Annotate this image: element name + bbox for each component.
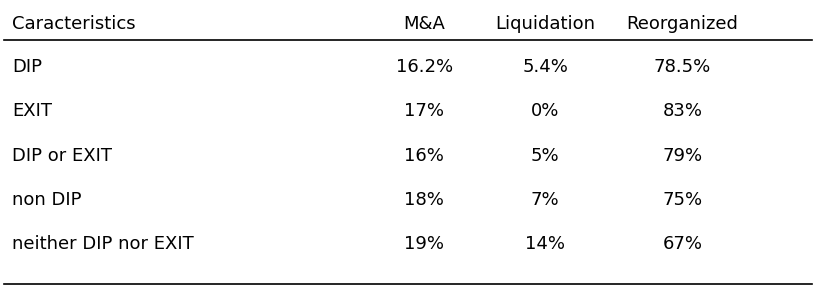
Text: EXIT: EXIT [12, 102, 52, 120]
Text: 79%: 79% [663, 147, 703, 165]
Text: 19%: 19% [404, 235, 444, 253]
Text: DIP: DIP [12, 58, 42, 76]
Text: 75%: 75% [663, 191, 703, 209]
Text: 83%: 83% [663, 102, 703, 120]
Text: 78.5%: 78.5% [654, 58, 712, 76]
Text: non DIP: non DIP [12, 191, 82, 209]
Text: M&A: M&A [403, 15, 445, 33]
Text: 17%: 17% [404, 102, 444, 120]
Text: neither DIP nor EXIT: neither DIP nor EXIT [12, 235, 194, 253]
Text: 16%: 16% [404, 147, 444, 165]
Text: Reorganized: Reorganized [627, 15, 738, 33]
Text: Caracteristics: Caracteristics [12, 15, 136, 33]
Text: DIP or EXIT: DIP or EXIT [12, 147, 113, 165]
Text: Liquidation: Liquidation [495, 15, 596, 33]
Text: 16.2%: 16.2% [396, 58, 453, 76]
Text: 67%: 67% [663, 235, 703, 253]
Text: 14%: 14% [526, 235, 565, 253]
Text: 5.4%: 5.4% [522, 58, 568, 76]
Text: 5%: 5% [531, 147, 560, 165]
Text: 7%: 7% [531, 191, 560, 209]
Text: 0%: 0% [531, 102, 560, 120]
Text: 18%: 18% [404, 191, 444, 209]
